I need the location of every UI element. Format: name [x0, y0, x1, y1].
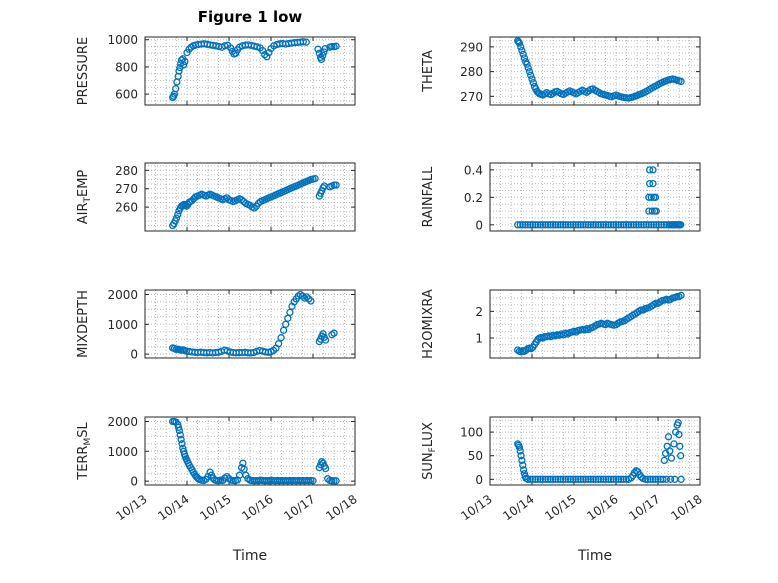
ytick-label: 1000: [107, 318, 138, 332]
ylabel-rainfall: RAINFALL: [421, 166, 436, 227]
subplot-rainfall: 0 0.2 0.4 RAINFALL: [421, 162, 701, 232]
tick-marks: [489, 163, 701, 231]
ytick-label: 2000: [107, 415, 138, 429]
ytick-label: 280: [115, 164, 138, 178]
tick-marks: [489, 37, 701, 105]
xtick-label: 10/14: [500, 492, 536, 523]
ytick-label: 0: [475, 218, 483, 232]
ytick-label: 1: [475, 332, 483, 346]
ytick-label: 290: [460, 40, 483, 54]
ytick-label: 280: [460, 65, 483, 79]
series-air-temp: [169, 174, 340, 230]
xlabel-left: Time: [232, 548, 268, 564]
tick-marks: [144, 290, 356, 358]
ylabel-theta: THETA: [421, 50, 436, 93]
ytick-label: 0: [475, 473, 483, 487]
axes-box: [489, 36, 701, 106]
subplot-mixdepth: 0 1000 2000 MIXDEPTH: [76, 288, 356, 362]
grid-terr-msl: [145, 417, 355, 485]
xtick-label: 10/17: [281, 492, 317, 523]
xtick-label: 10/18: [668, 492, 704, 523]
ytick-label: 800: [115, 60, 138, 74]
subplot-sun-flux: 0 50 100 10/13 10/14 10/15 10/16 10/17 10/18 SUNF…: [421, 416, 705, 523]
tick-marks: [144, 163, 356, 231]
axes-box: [489, 289, 701, 359]
xtick-label: 10/13: [458, 492, 494, 523]
ytick-label: 0: [130, 348, 138, 362]
figure-title: Figure 1 low: [197, 8, 303, 26]
ylabel-sun-flux: SUNFLUX: [421, 422, 438, 480]
ylabel-mixdepth: MIXDEPTH: [76, 290, 91, 358]
subplot-pressure: 600 800 1000 PRESSURE: [76, 33, 356, 106]
ytick-label: 1000: [107, 33, 138, 47]
ytick-label: 270: [460, 90, 483, 104]
ytick-label: 0.2: [464, 191, 483, 205]
axes-box: [144, 162, 356, 232]
ylabel-terr-msl: TERRMSL: [76, 421, 93, 480]
xlabel-right: Time: [577, 548, 613, 564]
xtick-label: 10/17: [626, 492, 662, 523]
axes-box: [489, 416, 701, 486]
axes-box: [144, 36, 356, 106]
xtick-label: 10/18: [323, 492, 359, 523]
ytick-label: 50: [468, 449, 483, 463]
series-mixdepth: [169, 290, 338, 357]
series-rainfall: [514, 166, 685, 229]
ylabel-pressure: PRESSURE: [76, 37, 91, 105]
series-pressure: [169, 38, 340, 102]
tick-marks: [489, 417, 701, 485]
subplot-theta: 270 280 290 THETA: [421, 36, 701, 106]
ytick-label: 0: [130, 475, 138, 489]
grid-sun-flux: [490, 417, 700, 485]
xtick-label: 10/14: [155, 492, 191, 523]
xtick-label: 10/16: [584, 492, 620, 523]
ytick-label: 2: [475, 305, 483, 319]
xtick-label: 10/15: [542, 492, 578, 523]
grid-theta: [490, 37, 700, 105]
ytick-label: 600: [115, 88, 138, 102]
tick-marks: [144, 37, 356, 105]
ytick-label: 270: [115, 182, 138, 196]
subplot-terr-msl: 0 1000 2000 10/13 10/14 10/15 10/16 10/17 10/18 T…: [76, 415, 360, 523]
grid-mixdepth: [145, 290, 355, 358]
ytick-label: 2000: [107, 288, 138, 302]
series-h2omixra: [514, 291, 685, 356]
ylabel-h2omixra: H2OMIXRA: [421, 289, 436, 359]
grid-rainfall: [490, 163, 700, 231]
xtick-label: 10/16: [239, 492, 275, 523]
ytick-label: 1000: [107, 445, 138, 459]
ytick-label: 0.4: [464, 163, 483, 177]
ylabel-air-temp: AIRTEMP: [76, 170, 93, 225]
series-theta: [514, 37, 685, 102]
ytick-label: 100: [460, 426, 483, 440]
subplot-air-temp: 260 270 280 AIRTEMP: [76, 162, 356, 232]
xtick-label: 10/15: [197, 492, 233, 523]
ytick-label: 260: [115, 201, 138, 215]
subplot-h2omixra: 1 2 H2OMIXRA: [421, 289, 701, 359]
xtick-label: 10/13: [113, 492, 149, 523]
series-sun-flux: [514, 419, 685, 483]
series-terr-msl: [169, 417, 340, 485]
tick-marks: [489, 290, 701, 358]
